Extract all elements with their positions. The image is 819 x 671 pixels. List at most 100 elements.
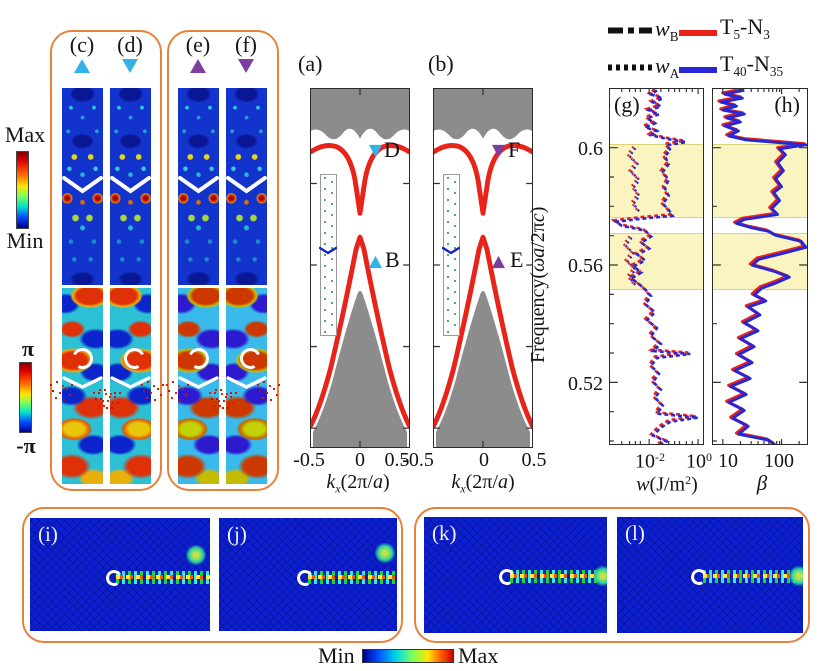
ytick-0.6: 0.6 — [578, 138, 603, 160]
a-xaxis-label: kx(2π/a) — [326, 471, 390, 496]
legend-T40N35-label: T40-N35 — [720, 51, 784, 80]
upper-bulk-region — [311, 89, 409, 140]
pseudospin-down-marker-icon — [238, 59, 254, 73]
scatter-blob — [375, 542, 395, 563]
axis-ticks — [311, 89, 409, 447]
phase-map-c-wrap — [48, 288, 117, 484]
band-panel-b: F E — [433, 88, 533, 448]
scatter-blob — [789, 565, 803, 586]
legend-dotted-line-icon — [608, 64, 652, 71]
a-xtick-pos: 0.5 — [384, 449, 410, 471]
amplitude-map-c — [62, 88, 103, 285]
marker-D-label: D — [384, 137, 400, 162]
propagation-panel-k: (k) — [424, 517, 607, 633]
panel-label-c: (c) — [69, 32, 95, 57]
edge-wave-beam — [510, 570, 607, 584]
phase-map-d-wrap — [96, 288, 165, 484]
highlight-band-lower — [610, 233, 703, 290]
marker-E-icon — [491, 255, 506, 269]
upper-edge-band — [311, 143, 409, 216]
legend-T5N3-label: T5-N3 — [720, 14, 770, 43]
upper-edge-band — [434, 143, 532, 216]
b-xtick-pos: 0.5 — [521, 449, 547, 471]
amplitude-map-f — [226, 88, 267, 285]
T40N35-blue-curve — [719, 89, 807, 444]
h-xtick-1: 10 — [718, 450, 738, 472]
propagation-panel-l: (l) — [617, 517, 803, 633]
highlight-band-upper — [713, 144, 807, 218]
panel-label-j: (j) — [227, 522, 247, 546]
propagation-panel-j: (j) — [219, 518, 397, 631]
domain-wall-icon — [178, 176, 219, 194]
inset-interface-icon — [442, 246, 460, 255]
panel-label-e: (e) — [185, 32, 211, 57]
domain-wall-icon — [110, 176, 151, 194]
domain-wall-icon — [226, 176, 267, 194]
legend-red-line-icon — [679, 30, 717, 36]
phase-map-f-wrap — [212, 288, 281, 484]
legend-wA-label: wA — [655, 53, 680, 82]
panel-label-d: (d) — [117, 32, 143, 57]
poynting-arrows-icon — [164, 380, 190, 404]
legend-blue-line-icon — [679, 67, 717, 73]
b-xaxis-label: kx(2π/a) — [451, 471, 515, 496]
axis-ticks — [713, 89, 807, 444]
highlight-band-lower — [713, 233, 807, 290]
panel-label-h: (h) — [774, 92, 800, 117]
phase-map-e-wrap — [164, 288, 233, 484]
g-xtick-1: 10-2 — [635, 450, 665, 473]
upper-bulk-region — [434, 89, 532, 140]
panel-label-f: (f) — [235, 32, 257, 57]
axis-ticks — [434, 89, 532, 447]
marker-B-icon — [368, 255, 383, 269]
poynting-arrows-icon — [255, 380, 281, 404]
bottom-colorbar-max-label: Max — [458, 643, 499, 668]
phase-colorbar-min-label: -π — [16, 433, 36, 458]
amplitude-colorbar — [16, 151, 29, 229]
pseudospin-up-marker-icon — [74, 59, 90, 73]
b-xtick-neg: -0.5 — [402, 449, 434, 471]
panel-label-i: (i) — [38, 522, 58, 546]
marker-E-label: E — [510, 247, 524, 272]
inset-interface-icon — [319, 246, 337, 255]
marker-F-label: F — [508, 137, 521, 162]
field-group-box-ef — [167, 30, 279, 491]
poynting-arrows-icon — [139, 380, 165, 404]
a-xtick-neg: -0.5 — [293, 449, 325, 471]
band-plot-b — [434, 89, 532, 447]
field-group-box-cd — [50, 30, 162, 491]
amplitude-colorbar-min-label: Min — [6, 228, 44, 253]
edge-wave-beam — [308, 571, 397, 585]
poynting-arrows-icon — [48, 380, 74, 404]
bottom-colorbar-min-label: Min — [318, 643, 355, 668]
phase-colorbar-max-label: π — [21, 336, 35, 361]
propagation-group-box-ij — [22, 507, 403, 643]
amplitude-map-e — [178, 88, 219, 285]
phase-colorbar — [19, 362, 32, 433]
panel-label-a: (a) — [298, 51, 323, 76]
b-xtick-zero: 0 — [479, 449, 489, 471]
panel-label-k: (k) — [432, 521, 457, 545]
marker-F-icon — [491, 144, 506, 158]
supercell-inset — [320, 174, 337, 336]
legend-wB-label: wB — [655, 16, 679, 45]
propagation-group-box-kl — [414, 507, 810, 643]
marker-B-label: B — [385, 247, 400, 272]
lower-bulk-region — [312, 290, 408, 447]
panel-label-g: (g) — [614, 92, 640, 117]
panel-label-b: (b) — [428, 51, 454, 76]
spectra-panel-g: (g) — [609, 88, 704, 445]
g-xaxis-label: w(J/m2) — [636, 473, 698, 496]
ytick-0.56: 0.56 — [568, 255, 603, 277]
axis-ticks — [610, 89, 699, 444]
energy-density-curves — [610, 89, 699, 444]
scatter-blob — [593, 565, 607, 586]
poynting-arrows-icon — [212, 388, 238, 412]
edge-wave-beam — [116, 571, 210, 585]
h-xaxis-label: β — [756, 471, 768, 495]
ytick-0.52: 0.52 — [568, 373, 603, 395]
spectra-panel-h: (h) — [712, 88, 808, 445]
a-xtick-zero: 0 — [355, 449, 365, 471]
pseudospin-down-marker-icon — [122, 59, 138, 73]
wB-blue-curve — [612, 89, 699, 444]
